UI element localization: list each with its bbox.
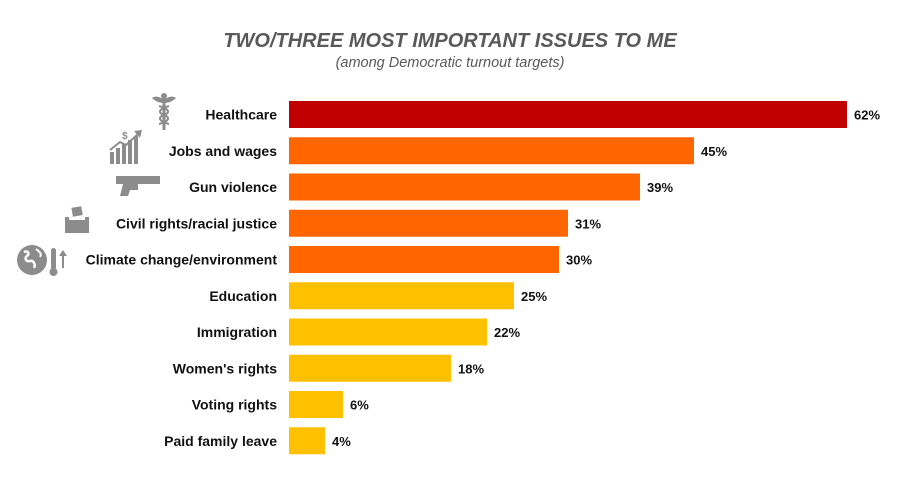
bar-layer: Healthcare 62% Jobs and wages 45% Gun violen… — [86, 101, 880, 455]
category-label: Immigration — [197, 324, 277, 340]
value-label: 25% — [521, 289, 547, 304]
value-label: 6% — [350, 398, 369, 413]
bar-8 — [289, 391, 343, 418]
category-label: Education — [209, 288, 277, 304]
bar-9 — [289, 427, 325, 455]
chart-title: TWO/THREE MOST IMPORTANT ISSUES TO ME — [223, 30, 677, 52]
handgun-icon — [116, 176, 160, 196]
category-label: Women's rights — [173, 360, 277, 376]
value-label: 31% — [575, 216, 601, 231]
svg-text:$: $ — [122, 131, 128, 142]
chart-subtitle: (among Democratic turnout targets) — [335, 55, 565, 71]
value-label: 39% — [647, 180, 673, 195]
category-label: Climate change/environment — [86, 252, 278, 268]
category-label: Gun violence — [189, 179, 277, 195]
globe-thermometer-icon — [17, 245, 67, 276]
value-label: 18% — [458, 361, 484, 376]
bar-3 — [289, 209, 568, 237]
category-label: Civil rights/racial justice — [116, 215, 277, 231]
value-label: 45% — [701, 144, 727, 159]
bar-1 — [289, 137, 694, 165]
growth-chart-icon: $ — [109, 130, 142, 164]
value-label: 22% — [494, 325, 520, 340]
value-label: 4% — [332, 434, 351, 449]
bar-6 — [289, 318, 487, 346]
bar-4 — [289, 246, 559, 273]
bar-5 — [289, 282, 514, 310]
bar-7 — [289, 354, 451, 382]
category-label: Jobs and wages — [169, 143, 277, 159]
value-label: 30% — [566, 253, 592, 268]
bar-0 — [289, 101, 847, 128]
category-label: Paid family leave — [164, 433, 277, 449]
category-label: Healthcare — [205, 107, 277, 123]
category-label: Voting rights — [192, 397, 277, 413]
bar-2 — [289, 173, 640, 201]
caduceus-icon — [152, 93, 176, 130]
value-label: 62% — [854, 108, 880, 123]
ballot-box-icon — [65, 206, 89, 233]
